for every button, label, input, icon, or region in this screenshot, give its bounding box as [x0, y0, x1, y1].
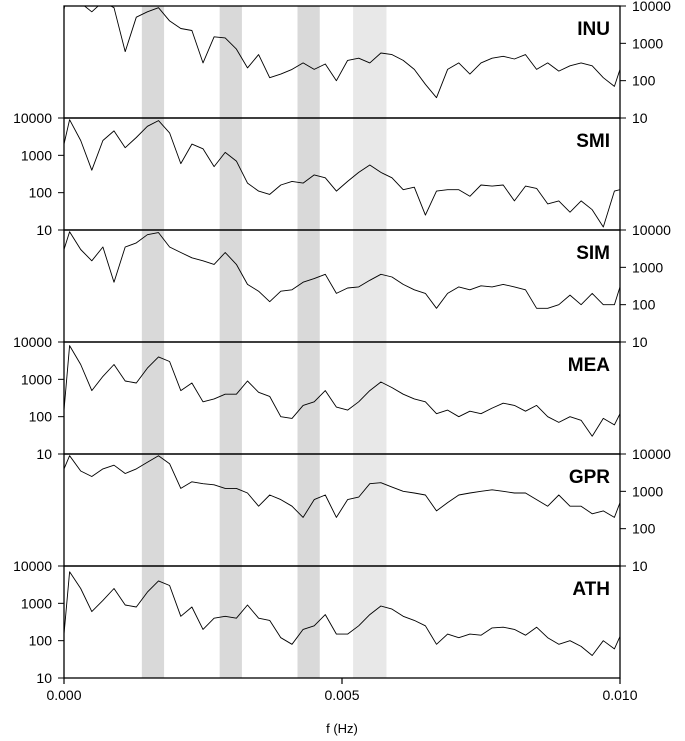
- y-tick-label-sim-100: 100: [632, 297, 656, 313]
- y-tick-label-mea-10: 10: [36, 446, 52, 462]
- y-tick-label-gpr-10000: 10000: [632, 446, 671, 462]
- y-tick-label-mea-10000: 10000: [13, 334, 52, 350]
- spectrum-line-mea: [64, 345, 620, 437]
- y-tick-label-ath-10000: 10000: [13, 558, 52, 574]
- y-tick-label-smi-10000: 10000: [13, 110, 52, 126]
- spectrum-line-sim: [64, 231, 620, 309]
- y-tick-label-mea-100: 100: [29, 409, 53, 425]
- x-axis-label: f (Hz): [326, 721, 358, 736]
- x-axis: 0.000 0.005 0.010 f (Hz): [46, 678, 638, 736]
- y-tick-label-gpr-10: 10: [632, 558, 648, 574]
- station-label-ath: ATH: [572, 579, 610, 600]
- y-tick-label-smi-10: 10: [36, 222, 52, 238]
- x-tick-label-0.010: 0.010: [602, 687, 637, 703]
- y-tick-label-ath-1000: 1000: [21, 595, 52, 611]
- y-tick-label-ath-10: 10: [36, 670, 52, 686]
- station-label-smi: SMI: [576, 131, 610, 152]
- series-lines: [64, 6, 620, 656]
- station-label-gpr: GPR: [569, 467, 610, 488]
- y-tick-label-gpr-1000: 1000: [632, 483, 663, 499]
- y-tick-label-inu-100: 100: [632, 73, 656, 89]
- y-tick-label-sim-1000: 1000: [632, 259, 663, 275]
- x-tick-label-0.005: 0.005: [324, 687, 359, 703]
- y-axes: 10 100 1000 10000 10 100 1000 10000 10 100 1000 100…: [13, 0, 671, 686]
- spectrum-line-ath: [64, 571, 620, 656]
- y-tick-label-mea-1000: 1000: [21, 371, 52, 387]
- y-tick-label-inu-10: 10: [632, 110, 648, 126]
- spectrum-line-inu: [64, 6, 620, 99]
- y-tick-label-gpr-100: 100: [632, 521, 656, 537]
- y-tick-label-sim-10000: 10000: [632, 222, 671, 238]
- station-label-mea: MEA: [568, 355, 611, 376]
- station-label-sim: SIM: [576, 243, 610, 264]
- y-tick-label-smi-100: 100: [29, 185, 53, 201]
- y-tick-label-smi-1000: 1000: [21, 147, 52, 163]
- spectrum-line-gpr: [64, 455, 620, 518]
- station-labels: INU SMI SIM MEA GPR ATH: [568, 19, 611, 600]
- y-tick-label-inu-10000: 10000: [632, 0, 671, 14]
- station-label-inu: INU: [577, 19, 610, 40]
- spectrum-line-smi: [64, 119, 620, 228]
- x-tick-label-0.000: 0.000: [46, 687, 81, 703]
- y-tick-label-ath-100: 100: [29, 633, 53, 649]
- y-tick-label-sim-10: 10: [632, 334, 648, 350]
- y-tick-label-inu-1000: 1000: [632, 35, 663, 51]
